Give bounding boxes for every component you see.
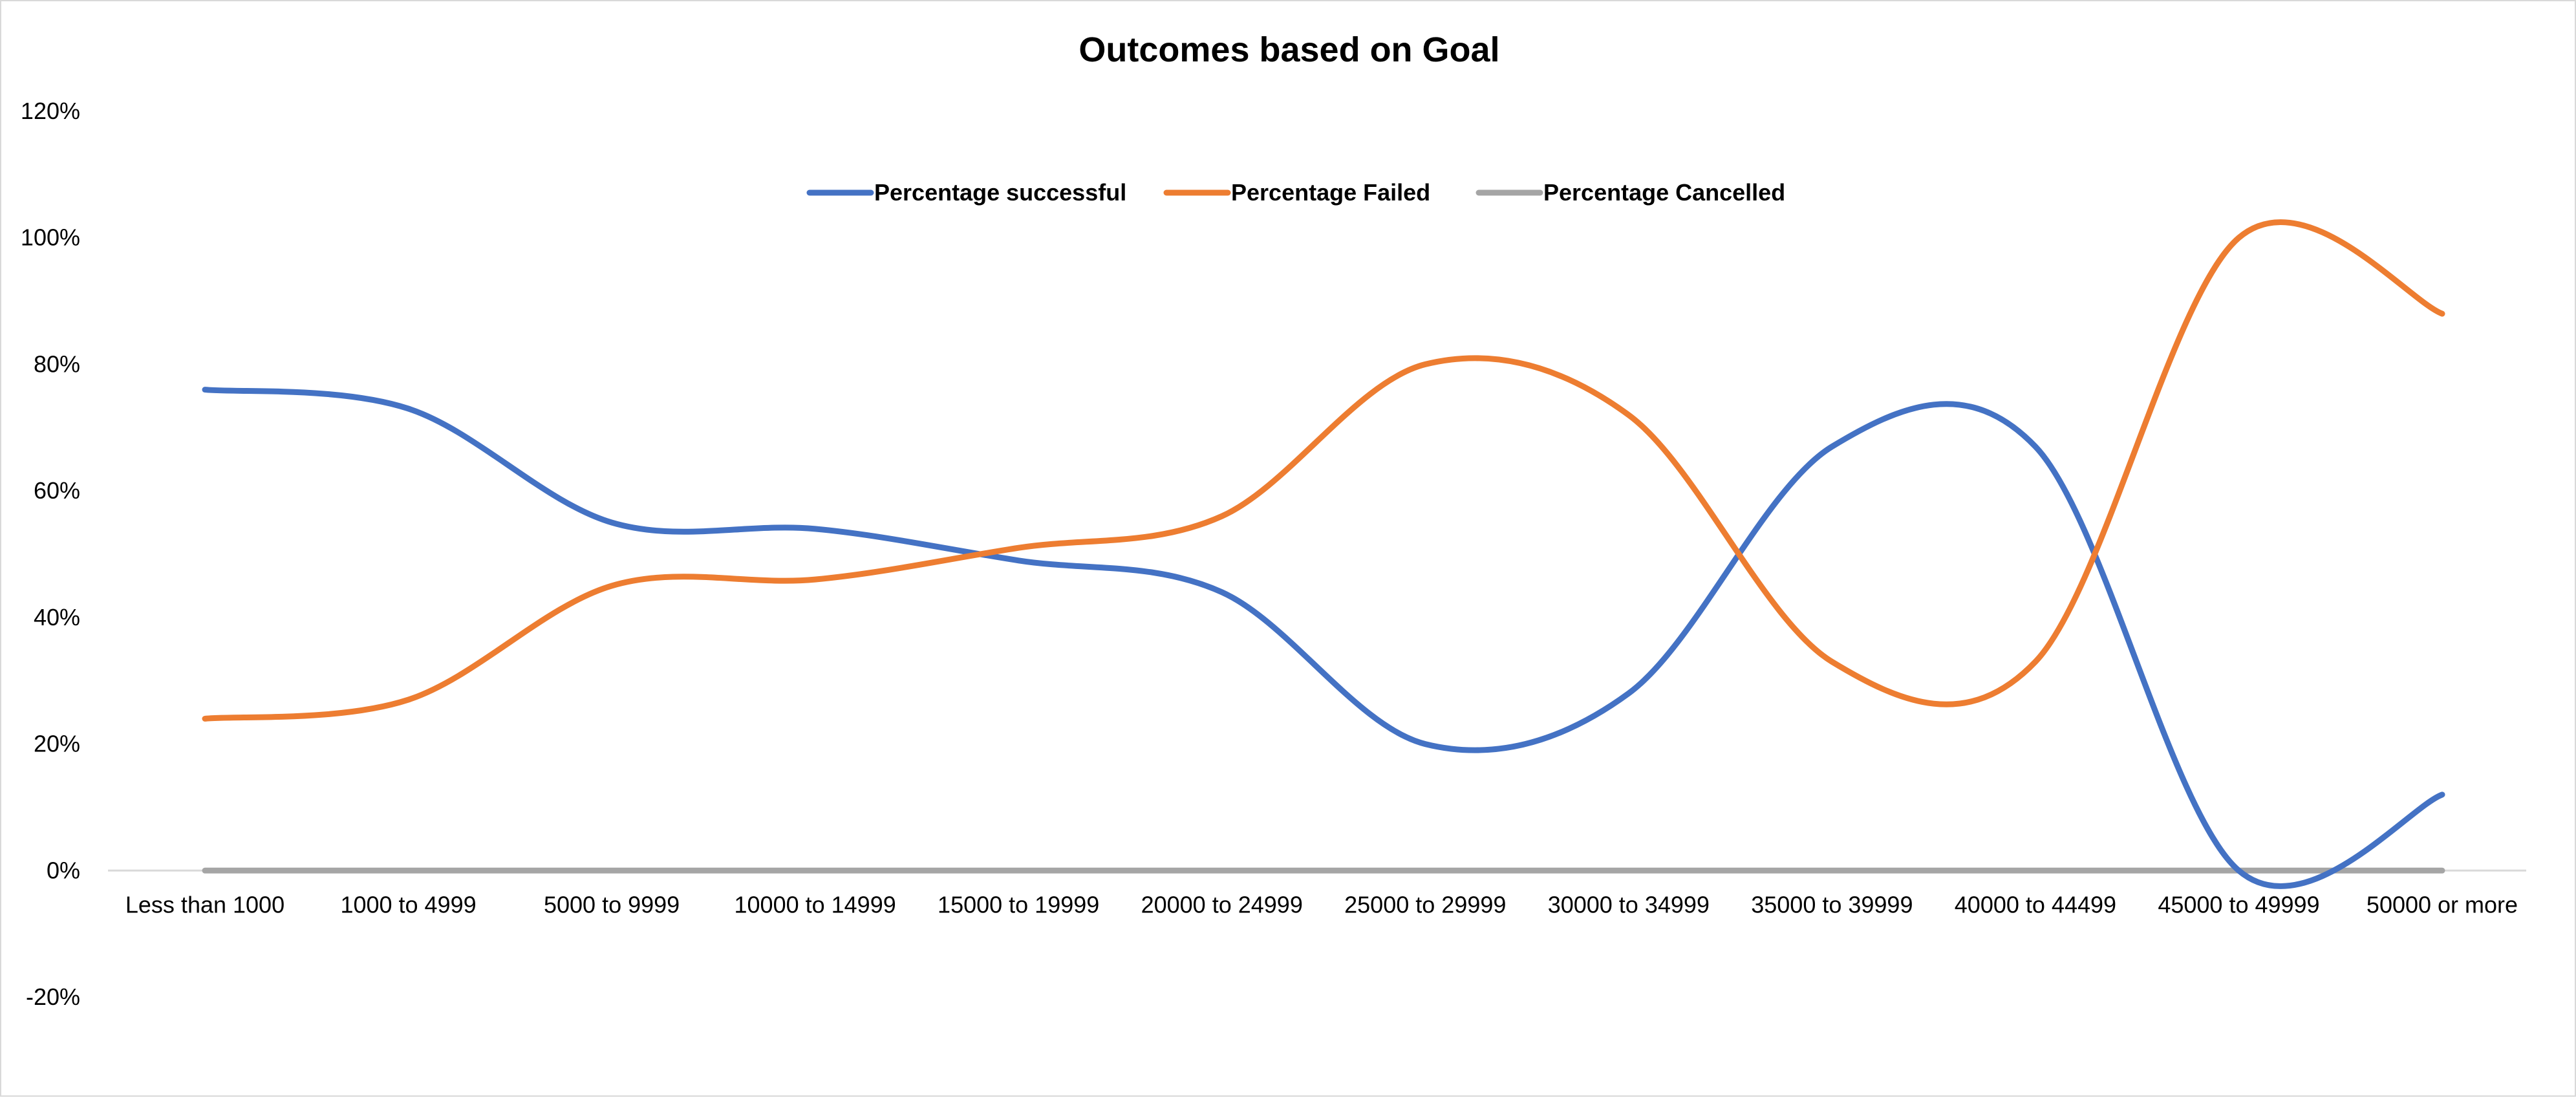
- y-tick-label: 60%: [34, 477, 80, 504]
- y-tick-label: -20%: [26, 984, 80, 1010]
- x-tick-label: 35000 to 39999: [1751, 891, 1913, 918]
- x-tick-label: 40000 to 44499: [1955, 891, 2116, 918]
- x-tick-label: 25000 to 29999: [1344, 891, 1506, 918]
- y-tick-label: 40%: [34, 604, 80, 630]
- x-tick-label: 15000 to 19999: [938, 891, 1099, 918]
- x-axis-ticks: Less than 1000 1000 to 4999 5000 to 9999 10…: [125, 891, 2518, 918]
- y-tick-label: 120%: [21, 98, 80, 124]
- series-lines: [202, 219, 2445, 889]
- y-axis-ticks: -20% 0% 20% 40% 60% 80% 100% 120%: [21, 98, 80, 1010]
- y-tick-label: 100%: [21, 224, 80, 251]
- x-tick-label: Less than 1000: [125, 891, 284, 918]
- legend-label: Percentage Cancelled: [1543, 179, 1785, 206]
- y-tick-label: 20%: [34, 731, 80, 757]
- series-line-percentage-successful: [202, 387, 2445, 889]
- legend: Percentage successful Percentage Failed Pe…: [806, 179, 1785, 206]
- series-line-percentage-failed: [202, 219, 2445, 722]
- legend-label: Percentage successful: [874, 179, 1126, 206]
- x-tick-label: 20000 to 24999: [1141, 891, 1303, 918]
- x-tick-label: 1000 to 4999: [340, 891, 476, 918]
- x-tick-label: 30000 to 34999: [1548, 891, 1710, 918]
- chart-title: Outcomes based on Goal: [1079, 30, 1499, 69]
- x-tick-label: 45000 to 49999: [2158, 891, 2319, 918]
- legend-label: Percentage Failed: [1231, 179, 1430, 206]
- x-tick-label: 10000 to 14999: [735, 891, 896, 918]
- x-tick-label: 50000 or more: [2367, 891, 2518, 918]
- x-tick-label: 5000 to 9999: [544, 891, 680, 918]
- y-tick-label: 80%: [34, 350, 80, 377]
- y-tick-label: 0%: [47, 857, 80, 883]
